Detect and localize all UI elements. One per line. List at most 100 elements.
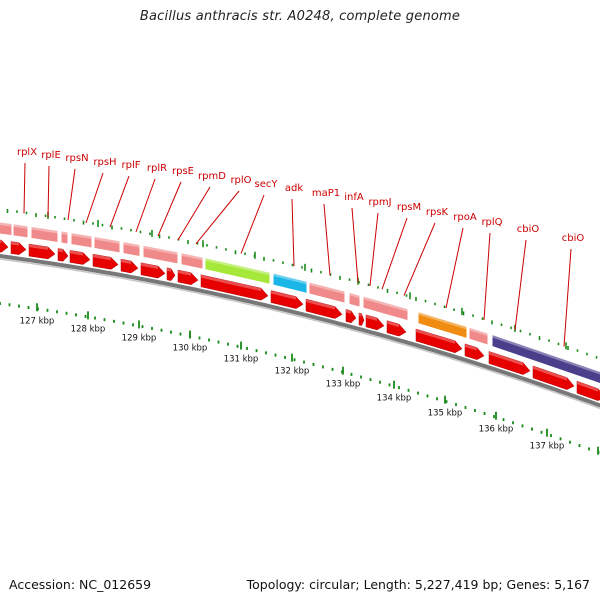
feature-block bbox=[122, 240, 141, 258]
feature-block-highlight bbox=[0, 222, 12, 227]
gene-arrow bbox=[177, 269, 199, 285]
gene-labels: rplX rplE rpsN rpsH rplF rplR rpsE rpmD rplO secY… bbox=[17, 147, 584, 244]
label-connector bbox=[135, 178, 156, 233]
genome-backbone bbox=[0, 253, 600, 410]
gene-arrow bbox=[69, 250, 91, 265]
feature-block bbox=[362, 295, 409, 322]
gene-arrow-highlight bbox=[93, 254, 111, 261]
gene-arrow-highlight bbox=[346, 309, 351, 314]
gene-arrow-track bbox=[0, 239, 600, 401]
kbp-tick-label: 134 kbp bbox=[377, 394, 412, 404]
gene-label: rplR bbox=[147, 163, 167, 174]
scale-ticks bbox=[0, 302, 600, 455]
feature-block-highlight bbox=[309, 281, 345, 295]
gene-label: rpsK bbox=[426, 207, 449, 218]
gene-arrow-highlight bbox=[366, 314, 377, 321]
genome-summary-text: Topology: circular; Length: 5,227,419 bp… bbox=[246, 577, 590, 592]
gene-label: rplX bbox=[17, 147, 37, 158]
gene-label: rplF bbox=[122, 160, 141, 171]
feature-block-highlight bbox=[143, 245, 178, 256]
kbp-tick-label: 128 kbp bbox=[71, 324, 106, 334]
gene-label: rpsN bbox=[65, 153, 88, 164]
gene-arrow bbox=[200, 274, 269, 301]
label-connector bbox=[23, 162, 26, 214]
label-connector bbox=[514, 239, 527, 330]
feature-block-highlight bbox=[205, 257, 270, 276]
feature-block bbox=[70, 231, 93, 249]
label-connector bbox=[369, 212, 379, 287]
label-connector bbox=[240, 194, 265, 254]
gene-arrow-highlight bbox=[359, 312, 362, 317]
label-connectors bbox=[23, 162, 572, 347]
feature-block bbox=[417, 310, 468, 340]
gene-arrow bbox=[488, 351, 531, 375]
gene-arrow bbox=[166, 267, 176, 281]
feature-block bbox=[348, 291, 361, 308]
kbp-tick-label: 131 kbp bbox=[224, 355, 259, 365]
gene-arrow bbox=[464, 343, 485, 360]
gene-arrow bbox=[345, 309, 357, 324]
feature-block-highlight bbox=[418, 311, 467, 330]
kbp-tick-label: 132 kbp bbox=[275, 367, 310, 377]
gene-arrow bbox=[140, 262, 166, 279]
feature-block-highlight bbox=[71, 232, 92, 240]
feature-block bbox=[30, 225, 59, 244]
gene-label: adk bbox=[285, 183, 303, 194]
gene-arrow-highlight bbox=[577, 381, 598, 392]
gene-arrow-highlight bbox=[416, 329, 455, 344]
backbone-line bbox=[0, 253, 600, 408]
gene-arrow bbox=[305, 298, 343, 319]
feature-block bbox=[272, 272, 308, 294]
label-connector bbox=[403, 222, 436, 296]
gene-arrow-highlight bbox=[387, 320, 399, 328]
feature-block bbox=[491, 333, 600, 385]
feature-block bbox=[60, 230, 69, 245]
gene-label: rpsM bbox=[397, 202, 421, 213]
label-connector bbox=[351, 207, 359, 283]
feature-block bbox=[0, 221, 13, 237]
gene-arrow bbox=[270, 290, 304, 309]
gene-label: secY bbox=[255, 179, 279, 190]
feature-block-highlight bbox=[61, 230, 68, 236]
feature-block-highlight bbox=[94, 236, 120, 244]
label-connector bbox=[177, 186, 211, 241]
kbp-tick-label: 135 kbp bbox=[428, 409, 463, 419]
gene-arrow bbox=[532, 365, 575, 390]
label-connector bbox=[195, 190, 240, 245]
gene-label: rpmJ bbox=[368, 197, 391, 208]
gene-arrow bbox=[576, 380, 600, 401]
gene-arrow bbox=[120, 258, 139, 274]
label-connector bbox=[323, 203, 331, 276]
gene-arrow-highlight bbox=[489, 351, 523, 366]
gene-arrow-highlight bbox=[533, 365, 567, 381]
feature-block bbox=[180, 252, 204, 270]
gene-label: rpmD bbox=[198, 171, 226, 182]
gene-arrow-highlight bbox=[201, 274, 261, 292]
gene-arrow bbox=[92, 253, 119, 270]
gene-arrow bbox=[415, 328, 463, 354]
accession-text: Accession: NC_012659 bbox=[9, 577, 152, 592]
feature-block-highlight bbox=[273, 273, 307, 285]
feature-block bbox=[308, 281, 346, 304]
gene-arrow bbox=[57, 248, 69, 262]
label-connector bbox=[483, 232, 491, 320]
kbp-tick-label: 137 kbp bbox=[530, 442, 565, 452]
label-connector bbox=[291, 198, 295, 267]
feature-block-highlight bbox=[31, 226, 58, 234]
kbp-tick-label: 129 kbp bbox=[122, 333, 157, 343]
feature-block-highlight bbox=[181, 252, 203, 261]
gene-label: rpsE bbox=[172, 166, 194, 177]
gene-arrow bbox=[386, 320, 407, 337]
gene-arrow-highlight bbox=[11, 241, 19, 246]
gene-label: rplE bbox=[41, 150, 61, 161]
feature-block-highlight bbox=[13, 223, 28, 229]
gene-label: maP1 bbox=[312, 188, 340, 199]
feature-block-highlight bbox=[123, 241, 140, 248]
feature-block bbox=[468, 326, 489, 346]
gene-label: cbiO bbox=[562, 233, 585, 244]
gene-arrow-highlight bbox=[167, 267, 171, 272]
kbp-tick-label: 133 kbp bbox=[326, 380, 361, 390]
gene-arrow-highlight bbox=[58, 248, 63, 253]
feature-block-highlight bbox=[363, 296, 408, 312]
label-connector bbox=[47, 165, 50, 217]
